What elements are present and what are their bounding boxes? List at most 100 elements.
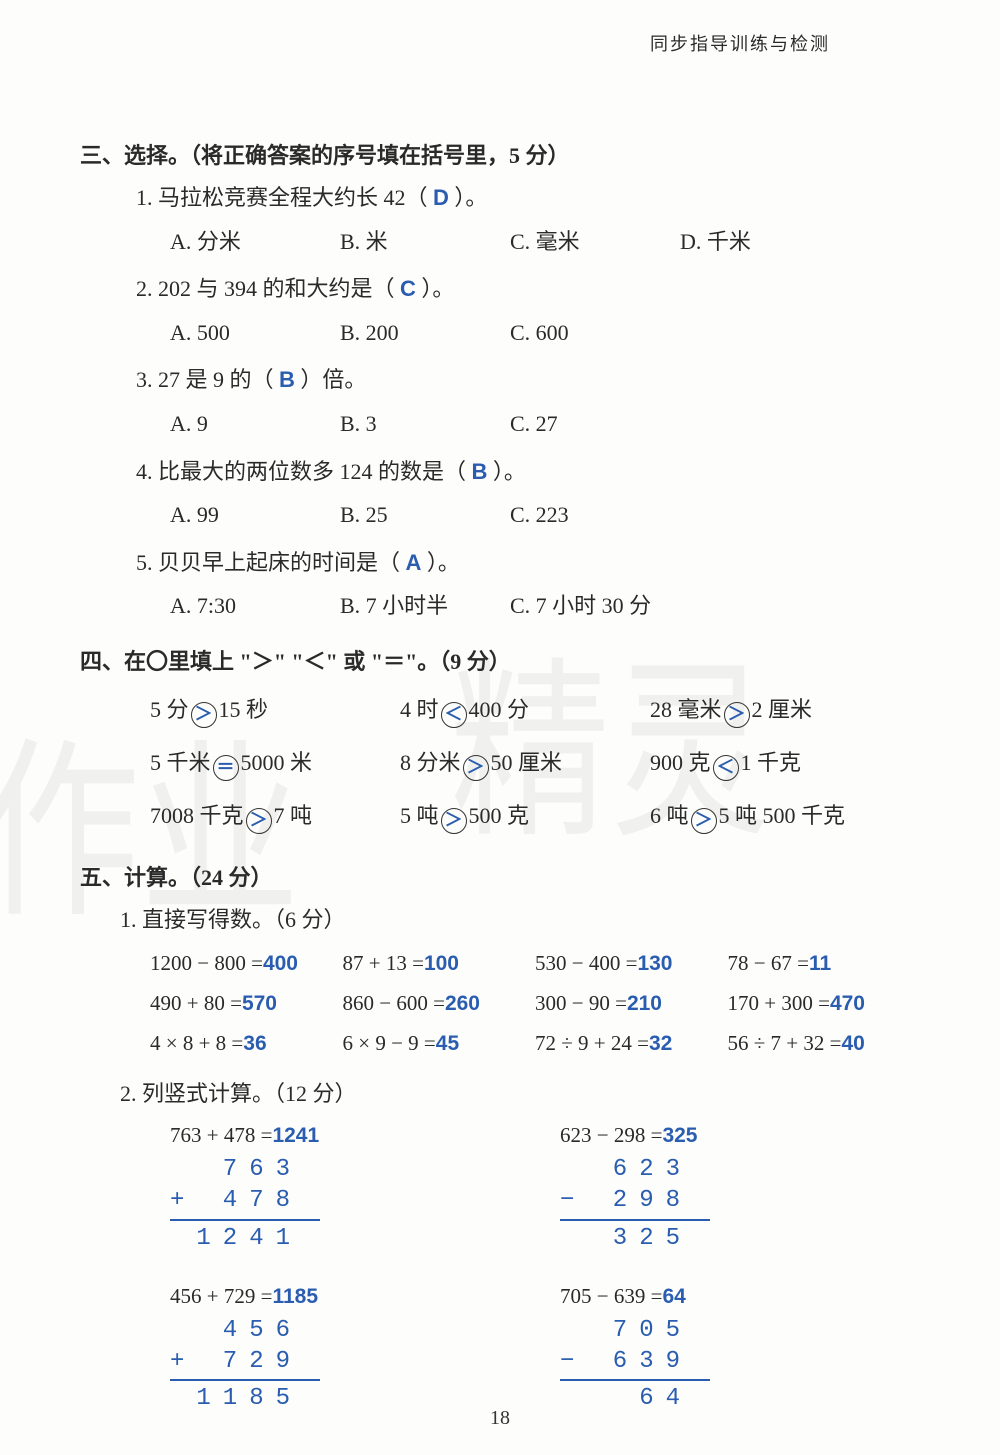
calc-cell: 87 + 13 =100 [343, 944, 536, 984]
option-c: C. 600 [510, 313, 680, 353]
compare-cell: 4 时＜400 分 [400, 684, 620, 737]
answer-letter: C [400, 276, 416, 301]
calc-rule [560, 1379, 710, 1381]
compare-row-1: 5 分＞15 秒 4 时＜400 分 28 毫米＞2 厘米 [150, 684, 920, 737]
calc-cell: 1200 − 800 =400 [150, 944, 343, 984]
calc-cell: 56 ÷ 7 + 32 =40 [728, 1024, 921, 1064]
calc-rule [560, 1219, 710, 1221]
calc-row-1: 1200 − 800 =400 87 + 13 =100 530 − 400 =… [150, 944, 920, 984]
question-tail: ）。 [454, 185, 487, 210]
calc-answer: 130 [637, 952, 672, 975]
calc-answer: 570 [242, 992, 277, 1015]
question-tail: ）。 [421, 276, 454, 301]
q3-4: 4. 比最大的两位数多 124 的数是（ B ）。 [136, 452, 920, 492]
question-tail: ）倍。 [300, 367, 366, 392]
option-b: B. 3 [340, 404, 510, 444]
circle-symbol: ＜ [441, 702, 467, 728]
compare-cell: 8 分米＞50 厘米 [400, 737, 620, 790]
work-op: + 729 [170, 1346, 390, 1377]
calc-cell: 530 − 400 =130 [535, 944, 728, 984]
eq-line: 705 − 639 =64 [560, 1284, 780, 1309]
q3-3: 3. 27 是 9 的（ B ）倍。 [136, 360, 920, 400]
work-result: 1241 [170, 1223, 390, 1254]
compare-cell: 5 千米＝5000 米 [150, 737, 370, 790]
q3-5-options: A. 7:30 B. 7 小时半 C. 7 小时 30 分 [170, 586, 920, 626]
option-a: A. 99 [170, 495, 340, 535]
header-badge: 同步指导训练与检测 [600, 30, 880, 56]
calc-cell: 72 ÷ 9 + 24 =32 [535, 1024, 728, 1064]
option-b: B. 25 [340, 495, 510, 535]
answer-letter: B [472, 459, 488, 484]
work-result: 325 [560, 1223, 780, 1254]
eq-answer: 1241 [272, 1124, 319, 1147]
work-line: 763 [170, 1154, 390, 1185]
compare-cell: 7008 千克＞7 吨 [150, 790, 370, 843]
vertical-calc-b: 623 − 298 =325 623 − 298 325 [560, 1123, 780, 1254]
q3-1-options: A. 分米 B. 米 C. 毫米 D. 千米 [170, 222, 920, 262]
question-tail: ）。 [427, 550, 460, 575]
compare-cell: 5 吨＞500 克 [400, 790, 620, 843]
work-op: − 639 [560, 1346, 780, 1377]
page-content: 三、选择。（将正确答案的序号填在括号里，5 分） 1. 马拉松竞赛全程大约长 4… [80, 120, 920, 1444]
answer-letter: A [406, 550, 422, 575]
eq-line: 763 + 478 =1241 [170, 1123, 390, 1148]
eq-answer: 1185 [272, 1285, 318, 1308]
calc-answer: 400 [263, 952, 298, 975]
eq-line: 623 − 298 =325 [560, 1123, 780, 1148]
section-4-title: 四、在〇里填上 "＞" "＜" 或 "＝"。（9 分） [80, 644, 920, 676]
calc-row-2: 490 + 80 =570 860 − 600 =260 300 − 90 =2… [150, 984, 920, 1024]
option-d: D. 千米 [680, 222, 850, 262]
eq-answer: 64 [662, 1285, 685, 1308]
q3-4-options: A. 99 B. 25 C. 223 [170, 495, 920, 535]
calc-answer: 470 [830, 992, 865, 1015]
compare-cell: 6 吨＞5 吨 500 千克 [650, 790, 870, 843]
work-op: − 298 [560, 1185, 780, 1216]
vertical-calc-d: 705 − 639 =64 705 − 639 64 [560, 1284, 780, 1415]
calc-answer: 100 [424, 952, 459, 975]
circle-symbol: ＞ [724, 702, 750, 728]
calc-answer: 32 [649, 1032, 672, 1055]
calc-rule [170, 1219, 320, 1221]
option-b: B. 7 小时半 [340, 586, 510, 626]
calc-cell: 300 − 90 =210 [535, 984, 728, 1024]
calc-answer: 36 [243, 1032, 266, 1055]
work-line: 456 [170, 1315, 390, 1346]
question-text: 5. 贝贝早上起床的时间是（ [136, 550, 400, 575]
s5-p2-title: 2. 列竖式计算。（12 分） [120, 1074, 920, 1114]
calc-answer: 40 [841, 1032, 864, 1055]
vertical-block-1: 763 + 478 =1241 763 + 478 1241 623 − 298… [170, 1123, 920, 1254]
calc-answer: 45 [436, 1032, 459, 1055]
circle-symbol: ＞ [463, 755, 489, 781]
work-line: 623 [560, 1154, 780, 1185]
calc-cell: 78 − 67 =11 [728, 944, 921, 984]
option-c: C. 7 小时 30 分 [510, 586, 680, 626]
option-c: C. 223 [510, 495, 680, 535]
calc-answer: 260 [445, 992, 480, 1015]
question-text: 2. 202 与 394 的和大约是（ [136, 276, 395, 301]
header-subtitle: 同步指导训练与检测 [600, 30, 880, 56]
circle-symbol: ＞ [691, 808, 717, 834]
q3-1: 1. 马拉松竞赛全程大约长 42（ D ）。 [136, 178, 920, 218]
calc-answer: 11 [809, 952, 831, 975]
q3-2: 2. 202 与 394 的和大约是（ C ）。 [136, 269, 920, 309]
compare-cell: 900 克＜1 千克 [650, 737, 870, 790]
circle-symbol: ＞ [191, 702, 217, 728]
compare-row-3: 7008 千克＞7 吨 5 吨＞500 克 6 吨＞5 吨 500 千克 [150, 790, 920, 843]
option-a: A. 7:30 [170, 586, 340, 626]
compare-cell: 5 分＞15 秒 [150, 684, 370, 737]
option-b: B. 200 [340, 313, 510, 353]
option-c: C. 毫米 [510, 222, 680, 262]
vertical-calc-c: 456 + 729 =1185 456 + 729 1185 [170, 1284, 390, 1415]
circle-symbol: ＜ [713, 755, 739, 781]
question-text: 1. 马拉松竞赛全程大约长 42（ [136, 185, 428, 210]
question-text: 3. 27 是 9 的（ [136, 367, 274, 392]
vertical-calc-a: 763 + 478 =1241 763 + 478 1241 [170, 1123, 390, 1254]
section-5-title: 五、计算。（24 分） [80, 860, 920, 892]
calc-cell: 6 × 9 − 9 =45 [343, 1024, 536, 1064]
q3-3-options: A. 9 B. 3 C. 27 [170, 404, 920, 444]
q3-2-options: A. 500 B. 200 C. 600 [170, 313, 920, 353]
work-line: 705 [560, 1315, 780, 1346]
section-3-title: 三、选择。（将正确答案的序号填在括号里，5 分） [80, 138, 920, 170]
calc-answer: 210 [627, 992, 662, 1015]
compare-cell: 28 毫米＞2 厘米 [650, 684, 870, 737]
